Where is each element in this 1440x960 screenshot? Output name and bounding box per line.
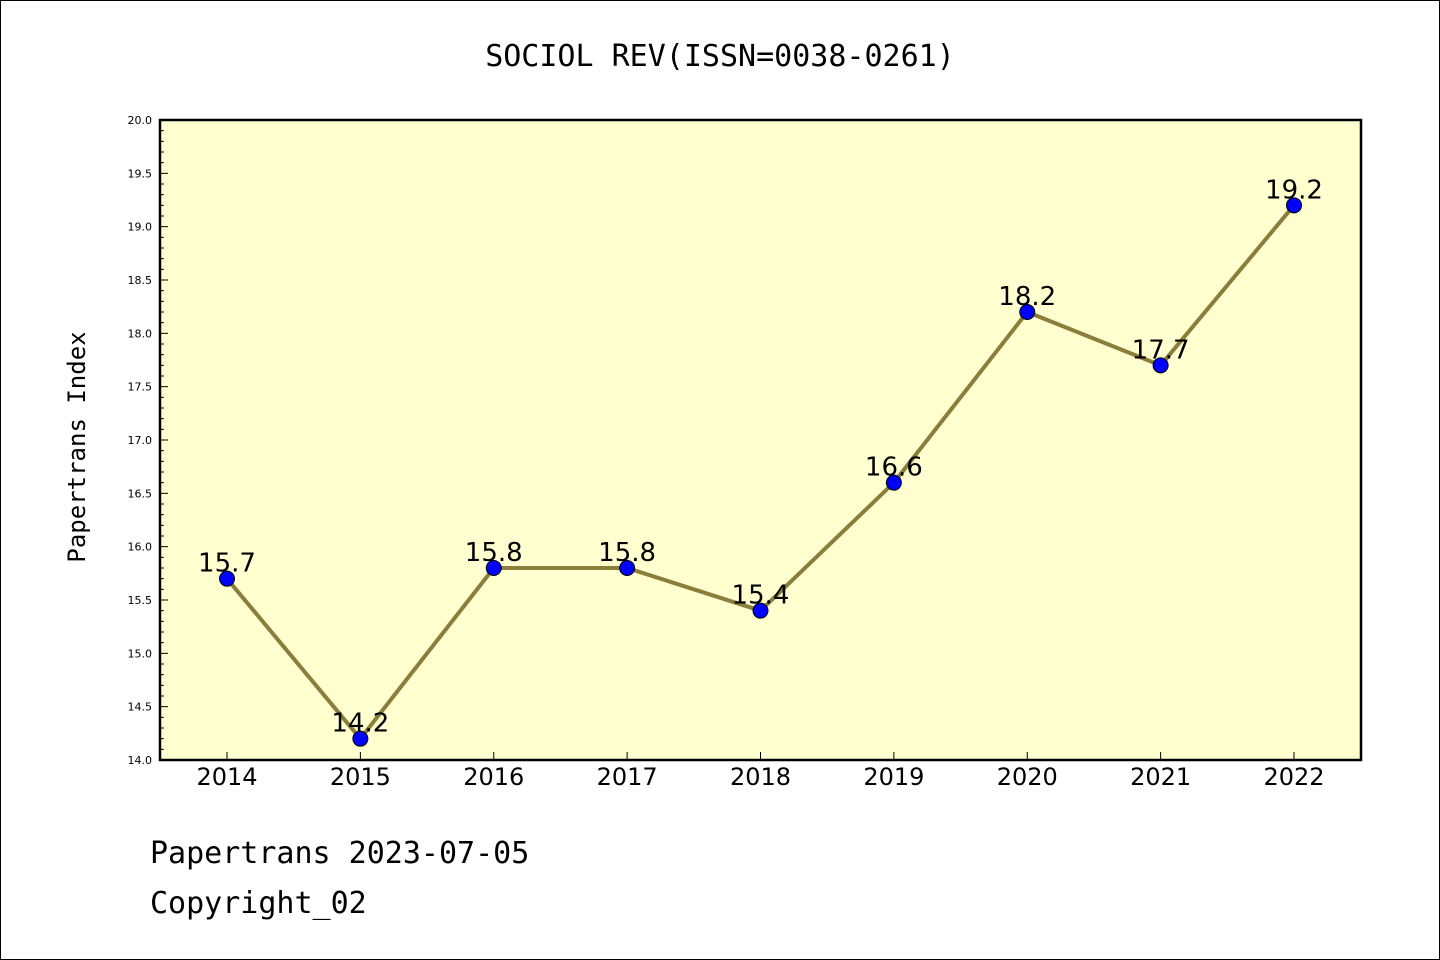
data-point (752, 602, 769, 619)
data-label: 15.7 (198, 549, 256, 579)
data-label: 19.2 (1265, 175, 1323, 205)
y-tick-label: 17.0 (128, 434, 153, 447)
y-tick-label: 15.0 (128, 647, 153, 660)
data-label: 15.4 (732, 581, 790, 611)
y-tick-label: 14.5 (128, 701, 153, 714)
data-label: 18.2 (998, 282, 1056, 312)
data-point (885, 474, 902, 491)
data-points (219, 197, 1302, 747)
chart-title: SOCIOL REV(ISSN=0038-0261) (485, 39, 955, 74)
y-tick-label: 19.5 (128, 167, 153, 180)
y-tick-label: 20.0 (128, 114, 153, 127)
y-tick-label: 14.0 (128, 754, 153, 767)
x-tick-label: 2020 (997, 763, 1058, 791)
plot-area (158, 118, 1363, 762)
data-label: 15.8 (598, 538, 656, 568)
y-tick-label: 16.0 (128, 541, 153, 554)
x-axis: 2014 2015 2016 2017 2018 2019 2020 2021 2022 (196, 752, 1325, 791)
data-point (619, 560, 636, 576)
y-tick-label: 18.5 (128, 274, 153, 287)
x-tick-label: 2017 (597, 763, 658, 791)
x-tick-label: 2018 (730, 763, 791, 791)
y-tick-label: 16.5 (128, 487, 153, 500)
x-tick-label: 2016 (463, 763, 524, 791)
data-label: 14.2 (331, 709, 389, 739)
data-label: 17.7 (1132, 335, 1190, 365)
y-tick-label: 17.5 (128, 381, 153, 394)
x-tick-label: 2019 (863, 763, 924, 791)
x-tick-label: 2021 (1130, 763, 1191, 791)
footer-date: Papertrans 2023-07-05 (150, 836, 530, 871)
footer-copyright: Copyright_02 (150, 886, 367, 921)
data-label: 16.6 (865, 453, 923, 483)
data-point (219, 570, 235, 587)
data-point (1152, 357, 1169, 374)
data-point (352, 730, 369, 747)
data-point (1286, 197, 1302, 214)
y-tick-label: 15.5 (128, 594, 153, 607)
data-labels: 15.7 14.2 15.8 15.8 15.4 16.6 18.2 17.7 19.2 (198, 175, 1323, 738)
data-point (1019, 304, 1036, 320)
y-tick-label: 18.0 (128, 327, 153, 340)
y-axis-label: Papertrans Index (63, 331, 91, 562)
x-tick-label: 2022 (1263, 763, 1324, 791)
x-tick-label: 2015 (330, 763, 391, 791)
y-tick-label: 19.0 (128, 221, 153, 234)
data-point (485, 560, 502, 576)
data-label: 15.8 (465, 538, 523, 568)
x-tick-label: 2014 (196, 763, 257, 791)
y-axis: 14.0 14.5 15.0 15.5 16.0 16.5 17.0 17.5 18.0 18.5… (128, 114, 168, 767)
